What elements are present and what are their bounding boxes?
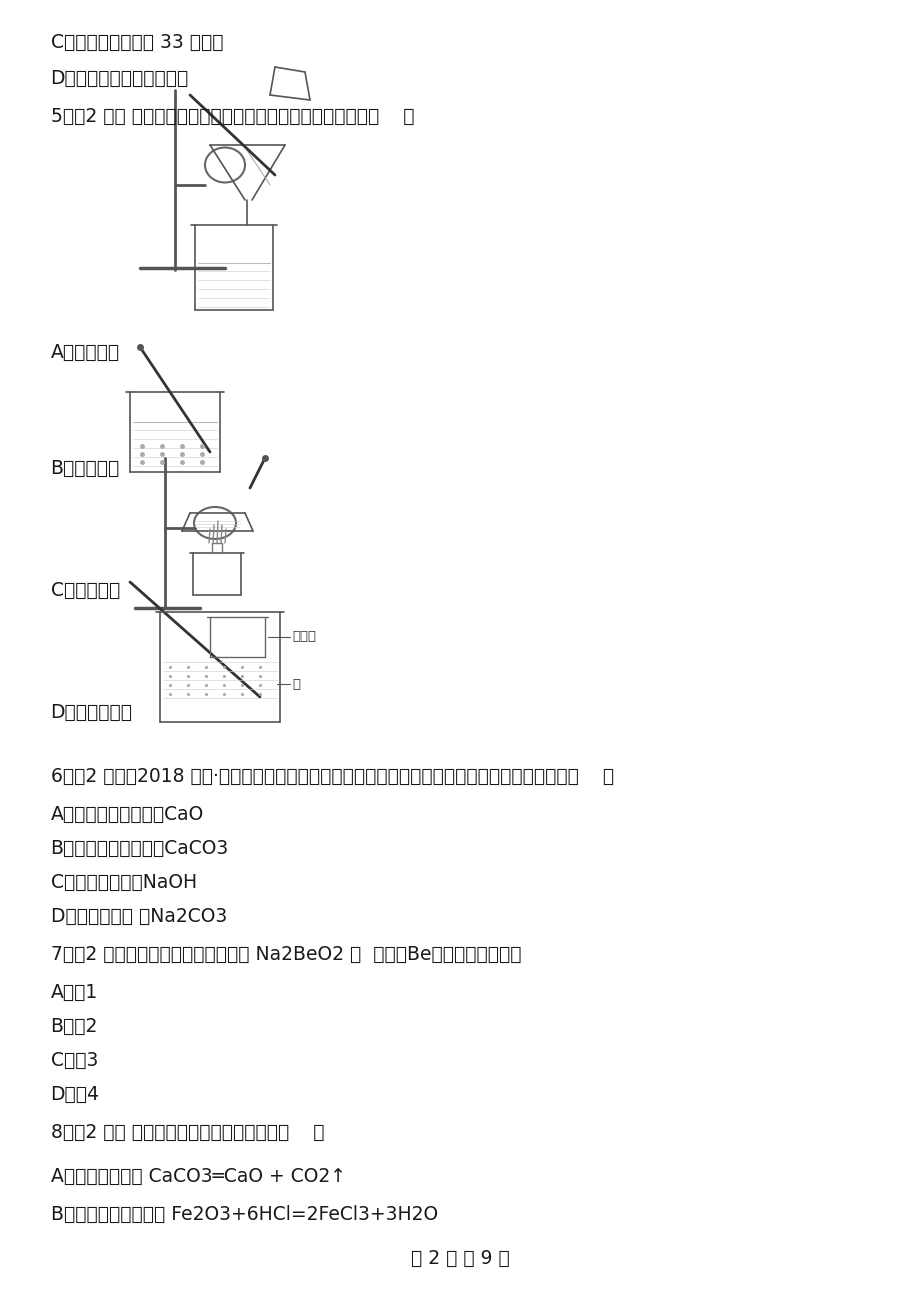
Text: D．稀释浓硫酸: D．稀释浓硫酸 [51,703,132,721]
Text: B．＋2: B．＋2 [51,1017,97,1035]
Text: B．用稀盐酸除铁锈： Fe2O3+6HCl=2FeCl3+3H2O: B．用稀盐酸除铁锈： Fe2O3+6HCl=2FeCl3+3H2O [51,1204,437,1224]
Text: 8．（2 分） 下列反应中属于化合反应的是（    ）: 8．（2 分） 下列反应中属于化合反应的是（ ） [51,1122,323,1142]
Text: 浓硫酸: 浓硫酸 [291,630,315,643]
Text: A．＋1: A．＋1 [51,983,97,1001]
Text: C．烧碱、火碱、NaOH: C．烧碱、火碱、NaOH [51,872,197,892]
Text: B．生石灰、消石灰、CaCO3: B．生石灰、消石灰、CaCO3 [51,838,229,858]
Text: 7．（2 分）已知某化合物的化学式为 Na2BeO2 ，  则鑉（Be）元素的化合价为: 7．（2 分）已知某化合物的化学式为 Na2BeO2 ， 则鑉（Be）元素的化合… [51,944,520,963]
Text: B．溶解固体: B．溶解固体 [51,458,119,478]
Text: C．蕉发溶液: C．蕉发溶液 [51,581,119,599]
Text: 水: 水 [291,677,300,690]
Text: 5．（2 分） 下列实验操作中的玻璃棒没有起到搞拌作用的是（    ）: 5．（2 分） 下列实验操作中的玻璃棒没有起到搞拌作用的是（ ） [51,107,414,125]
Text: A．过滤液体: A．过滤液体 [51,342,119,362]
Text: 第 2 页 共 9 页: 第 2 页 共 9 页 [410,1249,509,1268]
Text: D．碳元素的质量分数最大: D．碳元素的质量分数最大 [51,69,188,87]
Text: D．＋4: D．＋4 [51,1085,99,1104]
Text: A．山烧石灰石： CaCO3═CaO + CO2↑: A．山烧石灰石： CaCO3═CaO + CO2↑ [51,1167,346,1186]
Text: A．營石灰、消石灰、CaO: A．營石灰、消石灰、CaO [51,805,204,823]
Text: C．＋3: C．＋3 [51,1051,97,1069]
Text: 6．（2 分）（2018 九上·民乐期末）下列各组物质的名称、俗名及化学式都表示同一种物质的是（    ）: 6．（2 分）（2018 九上·民乐期末）下列各组物质的名称、俗名及化学式都表示… [51,767,613,785]
Text: C．汉黄芩素中含有 33 个原子: C．汉黄芩素中含有 33 个原子 [51,33,223,52]
Text: D．纯碱、火碱 、Na2CO3: D．纯碱、火碱 、Na2CO3 [51,906,227,926]
